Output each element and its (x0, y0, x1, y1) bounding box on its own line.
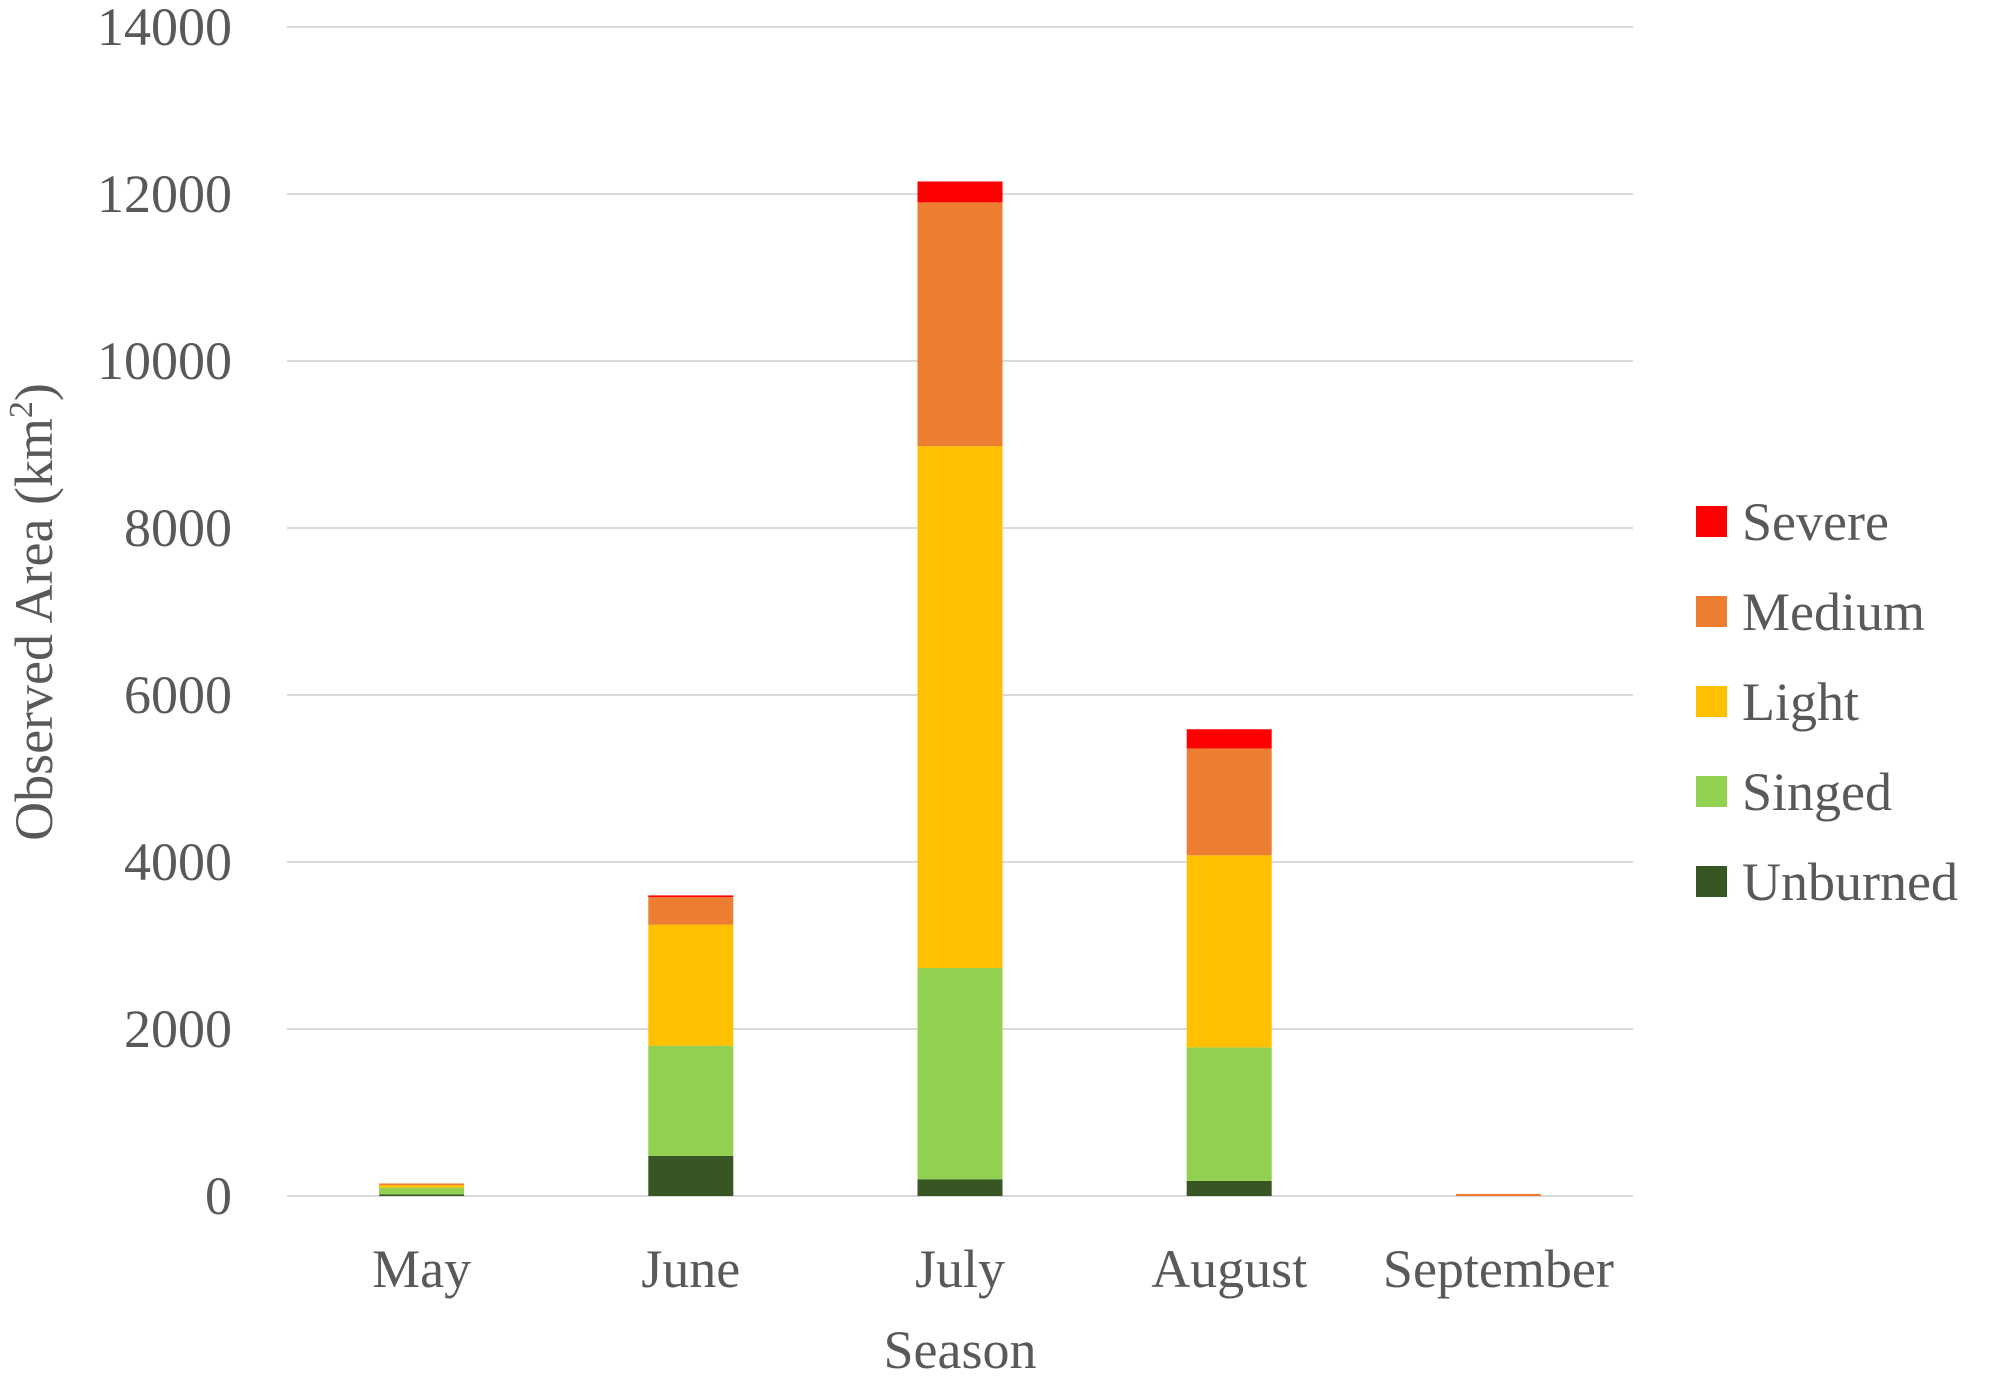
bar-singed-june (648, 1045, 734, 1156)
bar-light-june (648, 924, 734, 1046)
bar-medium-june (648, 897, 734, 925)
y-tick-label: 0 (205, 1166, 232, 1226)
y-tick-label: 14000 (97, 0, 232, 57)
bar-singed-may (379, 1187, 465, 1195)
y-tick-label: 6000 (124, 665, 232, 725)
bar-medium-september (1455, 1193, 1541, 1196)
y-tick-label: 12000 (97, 164, 232, 224)
bar-unburned-august (1186, 1180, 1272, 1196)
bar-severe-august (1186, 729, 1272, 749)
x-tick-label: July (915, 1239, 1005, 1299)
legend-label-severe: Severe (1742, 492, 1889, 552)
y-axis-ticks: 0 2000 4000 6000 8000 10000 12000 14000 (97, 0, 232, 1226)
bar-unburned-june (648, 1155, 734, 1196)
legend-label-light: Light (1742, 672, 1859, 732)
x-tick-label: May (372, 1239, 471, 1299)
bars (379, 181, 1541, 1196)
bar-light-may (379, 1185, 465, 1188)
y-axis-title-close: ) (4, 383, 64, 401)
y-axis-title-base: Observed Area (km (4, 418, 64, 841)
x-tick-label: August (1151, 1239, 1307, 1299)
legend-swatch-medium (1696, 596, 1727, 627)
bar-medium-july (917, 202, 1003, 447)
legend-label-medium: Medium (1742, 582, 1925, 642)
y-axis-title-superscript: 2 (3, 401, 40, 418)
y-tick-label: 8000 (124, 498, 232, 558)
legend-swatch-light (1696, 686, 1727, 717)
bar-light-august (1186, 855, 1272, 1048)
y-tick-label: 10000 (97, 331, 232, 391)
legend-swatch-singed (1696, 776, 1727, 807)
bar-medium-may (379, 1183, 465, 1186)
bar-unburned-may (379, 1194, 465, 1196)
y-tick-label: 2000 (124, 999, 232, 1059)
y-tick-label: 4000 (124, 832, 232, 892)
bar-singed-august (1186, 1047, 1272, 1181)
bar-severe-july (917, 181, 1003, 203)
legend-label-singed: Singed (1742, 762, 1892, 822)
bar-unburned-july (917, 1179, 1003, 1196)
legend-swatch-severe (1696, 506, 1727, 537)
bar-medium-august (1186, 748, 1272, 856)
x-axis-ticks: May June July August September (372, 1239, 1614, 1299)
bar-severe-june (648, 895, 734, 898)
legend: Severe Medium Light Singed Unburned (1696, 492, 1958, 912)
x-tick-label: September (1383, 1239, 1614, 1299)
x-axis-title: Season (884, 1320, 1037, 1378)
y-axis-title: Observed Area (km2) (3, 383, 64, 841)
bar-light-july (917, 446, 1003, 969)
bar-singed-july (917, 968, 1003, 1180)
x-tick-label: June (641, 1239, 740, 1299)
legend-label-unburned: Unburned (1742, 852, 1958, 912)
legend-swatch-unburned (1696, 866, 1727, 897)
